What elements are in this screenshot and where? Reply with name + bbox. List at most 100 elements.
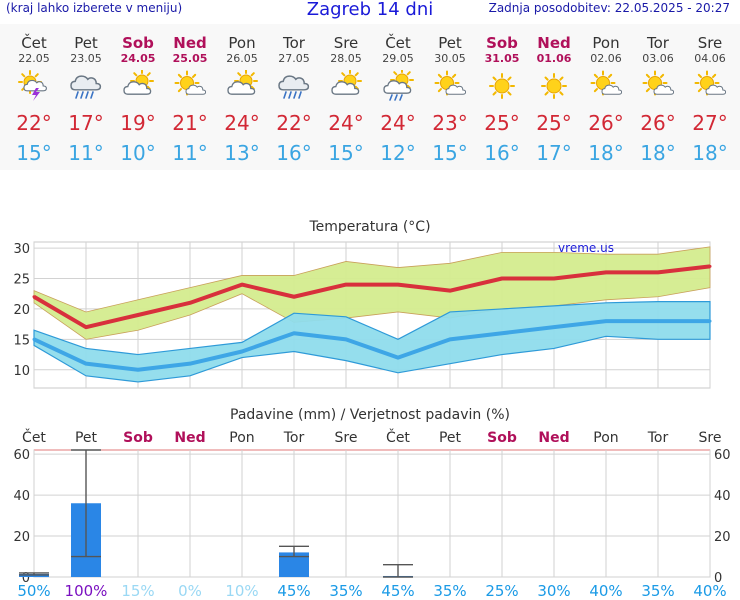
day-name: Ned	[173, 34, 207, 52]
precipitation-probability-label: 25%	[485, 582, 518, 600]
day-name: Pon	[228, 34, 256, 52]
y-tick-label: 60	[13, 448, 30, 463]
min-temperature-point	[240, 350, 244, 353]
day-column: Tor 03.06 26° 18°	[632, 24, 684, 170]
y-tick-label: 25	[13, 273, 30, 288]
precipitation-probability-label: 10%	[225, 582, 258, 600]
day-date: 31.05	[484, 52, 520, 65]
min-temperature: 18°	[588, 141, 624, 165]
max-temperature: 24°	[380, 111, 416, 135]
day-name: Ned	[537, 34, 571, 52]
location-menu-hint[interactable]: (kraj lahko izberete v meniju)	[6, 1, 183, 15]
precipitation-range-whisker	[383, 564, 413, 578]
sun-small-cloud-icon	[434, 70, 466, 96]
precipitation-range-whisker	[71, 449, 101, 558]
max-temperature-point	[500, 277, 504, 280]
precipitation-range-whisker	[279, 545, 309, 558]
max-temperature: 26°	[588, 111, 624, 135]
max-temperature-point	[292, 295, 296, 299]
min-temperature: 15°	[328, 141, 364, 165]
sun-small-cloud-icon	[590, 70, 622, 96]
day-name: Čet	[385, 34, 411, 52]
max-temperature: 19°	[120, 111, 156, 135]
day-name: Pet	[438, 34, 462, 52]
day-column: Pon 02.06 26° 18°	[580, 24, 632, 170]
max-temperature-point	[552, 277, 556, 280]
sun-cloud-icon	[227, 70, 258, 95]
max-temperature-line	[32, 264, 711, 330]
precipitation-plot-area	[33, 449, 711, 578]
min-temperature: 10°	[120, 141, 156, 165]
y-tick-label: 0	[22, 571, 30, 586]
min-temperature: 18°	[640, 141, 676, 165]
day-date: 28.05	[330, 52, 362, 65]
day-name: Tor	[283, 34, 305, 52]
y-tick-label: 20	[13, 303, 30, 318]
day-name: Sre	[333, 34, 359, 52]
sun-cloud-lightning-icon	[18, 70, 47, 101]
day-date: 27.05	[278, 52, 310, 65]
day-name: Sob	[122, 34, 154, 52]
y-tick-label-right: 40	[714, 489, 731, 504]
day-column: Tor 27.05 22° 16°	[268, 24, 320, 170]
min-temperature: 18°	[692, 141, 728, 165]
day-date: 04.06	[694, 52, 726, 65]
precipitation-probability-label: 40%	[693, 582, 726, 600]
min-temperature-point	[344, 337, 348, 341]
max-temperature-point	[396, 283, 400, 287]
min-temperature: 12°	[380, 141, 416, 165]
sun-small-cloud-icon	[174, 70, 206, 96]
precipitation-range-whisker	[19, 572, 49, 576]
y-tick-label: 10	[13, 364, 30, 379]
max-temperature: 25°	[536, 111, 572, 135]
page-title: Zagreb 14 dni	[306, 0, 434, 20]
day-date: 22.05	[18, 52, 50, 65]
max-temperature-point	[344, 283, 348, 287]
precipitation-probability-label: 35%	[641, 582, 674, 600]
precipitation-probability-label: 45%	[277, 582, 310, 600]
day-date: 03.06	[642, 52, 674, 65]
x-tick-label: Čet	[22, 428, 46, 446]
y-tick-label: 40	[13, 489, 30, 504]
precipitation-probability-label: 35%	[433, 582, 466, 600]
x-tick-label: Sre	[699, 430, 722, 446]
max-temperature-point	[604, 270, 608, 274]
day-date: 23.05	[70, 52, 102, 65]
day-name: Čet	[21, 34, 47, 52]
max-temperature: 22°	[276, 111, 312, 135]
temperature-chart-title: Temperatura (°C)	[309, 219, 431, 235]
day-name: Tor	[647, 34, 669, 52]
min-temperature: 13°	[224, 141, 260, 165]
y-tick-label-right: 0	[714, 571, 722, 586]
max-temperature-point	[32, 295, 36, 299]
min-temperature: 15°	[432, 141, 468, 165]
min-temperature-point	[708, 319, 712, 323]
max-temperature-range-band	[33, 246, 711, 340]
y-tick-label: 20	[13, 530, 30, 545]
day-name: Pon	[592, 34, 620, 52]
min-temperature-point	[292, 331, 296, 335]
precipitation-probability-label: 45%	[381, 582, 414, 600]
day-column: Pet 30.05 23° 15°	[424, 24, 476, 170]
max-temperature: 22°	[16, 111, 52, 135]
day-date: 26.05	[226, 52, 258, 65]
day-name: Pet	[74, 34, 98, 52]
precipitation-probability-label: 50%	[17, 582, 50, 600]
day-column: Sob 24.05 19° 10°	[112, 24, 164, 170]
max-temperature: 17°	[68, 111, 104, 135]
y-tick-label: 30	[13, 242, 30, 257]
max-temperature-point	[708, 264, 712, 268]
sun-small-cloud-icon	[642, 70, 674, 96]
max-temperature: 25°	[484, 111, 520, 135]
x-tick-label: Čet	[386, 428, 410, 446]
day-date: 24.05	[120, 52, 156, 65]
min-temperature: 17°	[536, 141, 572, 165]
x-tick-label: Ned	[174, 430, 205, 446]
day-column: Čet 29.05 24° 12°	[372, 24, 424, 170]
min-temperature: 15°	[16, 141, 52, 165]
watermark-label: vreme.us	[558, 241, 614, 255]
x-tick-label: Sob	[123, 430, 153, 446]
x-tick-label: Pet	[75, 430, 98, 446]
temperature-chart: 10 15 20 25 30 vreme.us	[13, 241, 712, 389]
cloud-rain-icon	[70, 75, 102, 99]
